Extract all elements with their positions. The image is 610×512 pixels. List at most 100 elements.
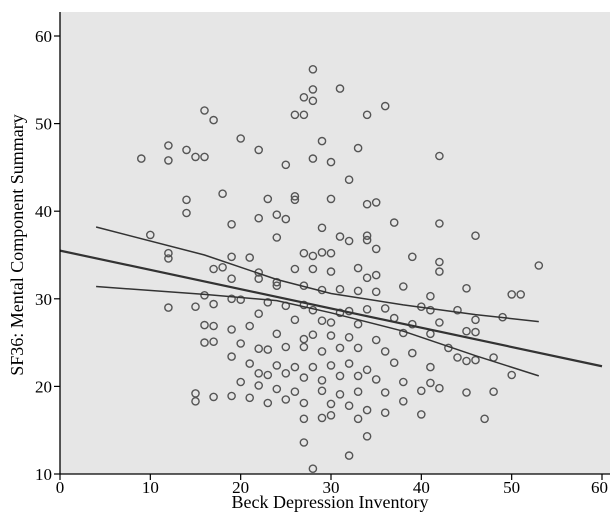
data-point (308, 85, 318, 94)
data-point (507, 370, 517, 380)
data-point (164, 248, 173, 258)
data-point (317, 413, 327, 423)
data-point (308, 65, 318, 74)
data-point (362, 365, 372, 375)
y-axis-title: SF36: Mental Component Summary (7, 114, 27, 376)
data-point (326, 399, 336, 409)
data-point (227, 219, 236, 229)
x-tick-label: 30 (323, 478, 340, 497)
data-point (236, 134, 245, 143)
x-ticks: 0 10 20 30 40 50 60 (56, 474, 608, 497)
data-point (435, 219, 444, 228)
data-point (507, 290, 517, 299)
x-axis-title: Beck Depression Inventory (232, 492, 429, 512)
data-point (145, 230, 155, 240)
data-point (335, 84, 345, 93)
data-point (290, 315, 300, 325)
data-point (317, 375, 327, 385)
data-point (344, 236, 354, 246)
data-point (380, 408, 390, 418)
data-point (263, 297, 273, 307)
data-point (245, 393, 254, 403)
data-point (236, 295, 245, 305)
x-tick-label: 50 (503, 478, 520, 497)
data-point (335, 232, 345, 241)
data-point (435, 383, 444, 393)
data-point (353, 414, 363, 424)
y-ticks: 10 20 30 40 50 60 (35, 27, 60, 484)
data-point (516, 290, 526, 299)
data-point (290, 264, 300, 274)
data-point (335, 371, 345, 381)
data-point (317, 223, 327, 233)
data-point (426, 378, 435, 388)
data-point (317, 316, 327, 326)
data-point (326, 410, 336, 420)
data-point (308, 330, 318, 340)
data-point (416, 386, 426, 396)
data-point (353, 343, 363, 353)
y-tick-label: 30 (35, 290, 52, 309)
data-point (182, 145, 191, 155)
data-point (353, 387, 363, 397)
data-point (200, 106, 209, 115)
data-point (281, 395, 291, 404)
plot-area (60, 12, 610, 474)
data-point (362, 235, 372, 245)
data-point (353, 319, 363, 329)
data-point (362, 273, 372, 283)
data-point (272, 281, 282, 291)
data-point (362, 231, 372, 240)
data-point (371, 375, 381, 384)
data-point (236, 377, 245, 387)
data-point (353, 263, 363, 273)
data-point (326, 318, 336, 327)
data-point (335, 343, 345, 353)
data-point (209, 337, 218, 347)
data-point (290, 191, 300, 201)
data-point (426, 305, 435, 315)
data-point (308, 154, 318, 163)
data-point (344, 401, 354, 411)
data-point (182, 195, 191, 205)
data-point (426, 362, 435, 372)
data-point (462, 326, 471, 336)
data-point (426, 291, 435, 301)
data-point (308, 362, 318, 372)
data-point (209, 299, 218, 309)
data-point (227, 325, 236, 334)
y-tick-label: 10 (35, 465, 52, 484)
data-point (471, 315, 480, 325)
data-point (136, 154, 146, 163)
data-point (398, 377, 408, 387)
data-point (317, 347, 327, 356)
data-point (299, 248, 309, 258)
data-point (254, 368, 264, 378)
data-point (398, 282, 408, 291)
data-point (471, 355, 480, 365)
data-point (534, 261, 544, 270)
data-point (299, 300, 309, 310)
data-point (335, 389, 345, 399)
data-point (227, 274, 236, 284)
y-tick-label: 60 (35, 27, 52, 46)
data-point (489, 387, 498, 397)
data-point (317, 386, 327, 396)
data-point (290, 362, 300, 372)
data-point (263, 370, 273, 380)
data-point (335, 308, 345, 318)
data-point (326, 267, 336, 276)
data-point (380, 304, 390, 313)
data-point (471, 327, 480, 337)
data-point (281, 214, 291, 224)
data-point (272, 233, 282, 242)
data-point (272, 361, 282, 370)
data-point (462, 283, 471, 293)
data-point (164, 141, 173, 150)
data-point (416, 410, 426, 419)
data-point (218, 189, 227, 198)
y-tick-label: 20 (35, 377, 52, 396)
data-point (371, 198, 381, 207)
x-tick-label: 20 (232, 478, 249, 497)
